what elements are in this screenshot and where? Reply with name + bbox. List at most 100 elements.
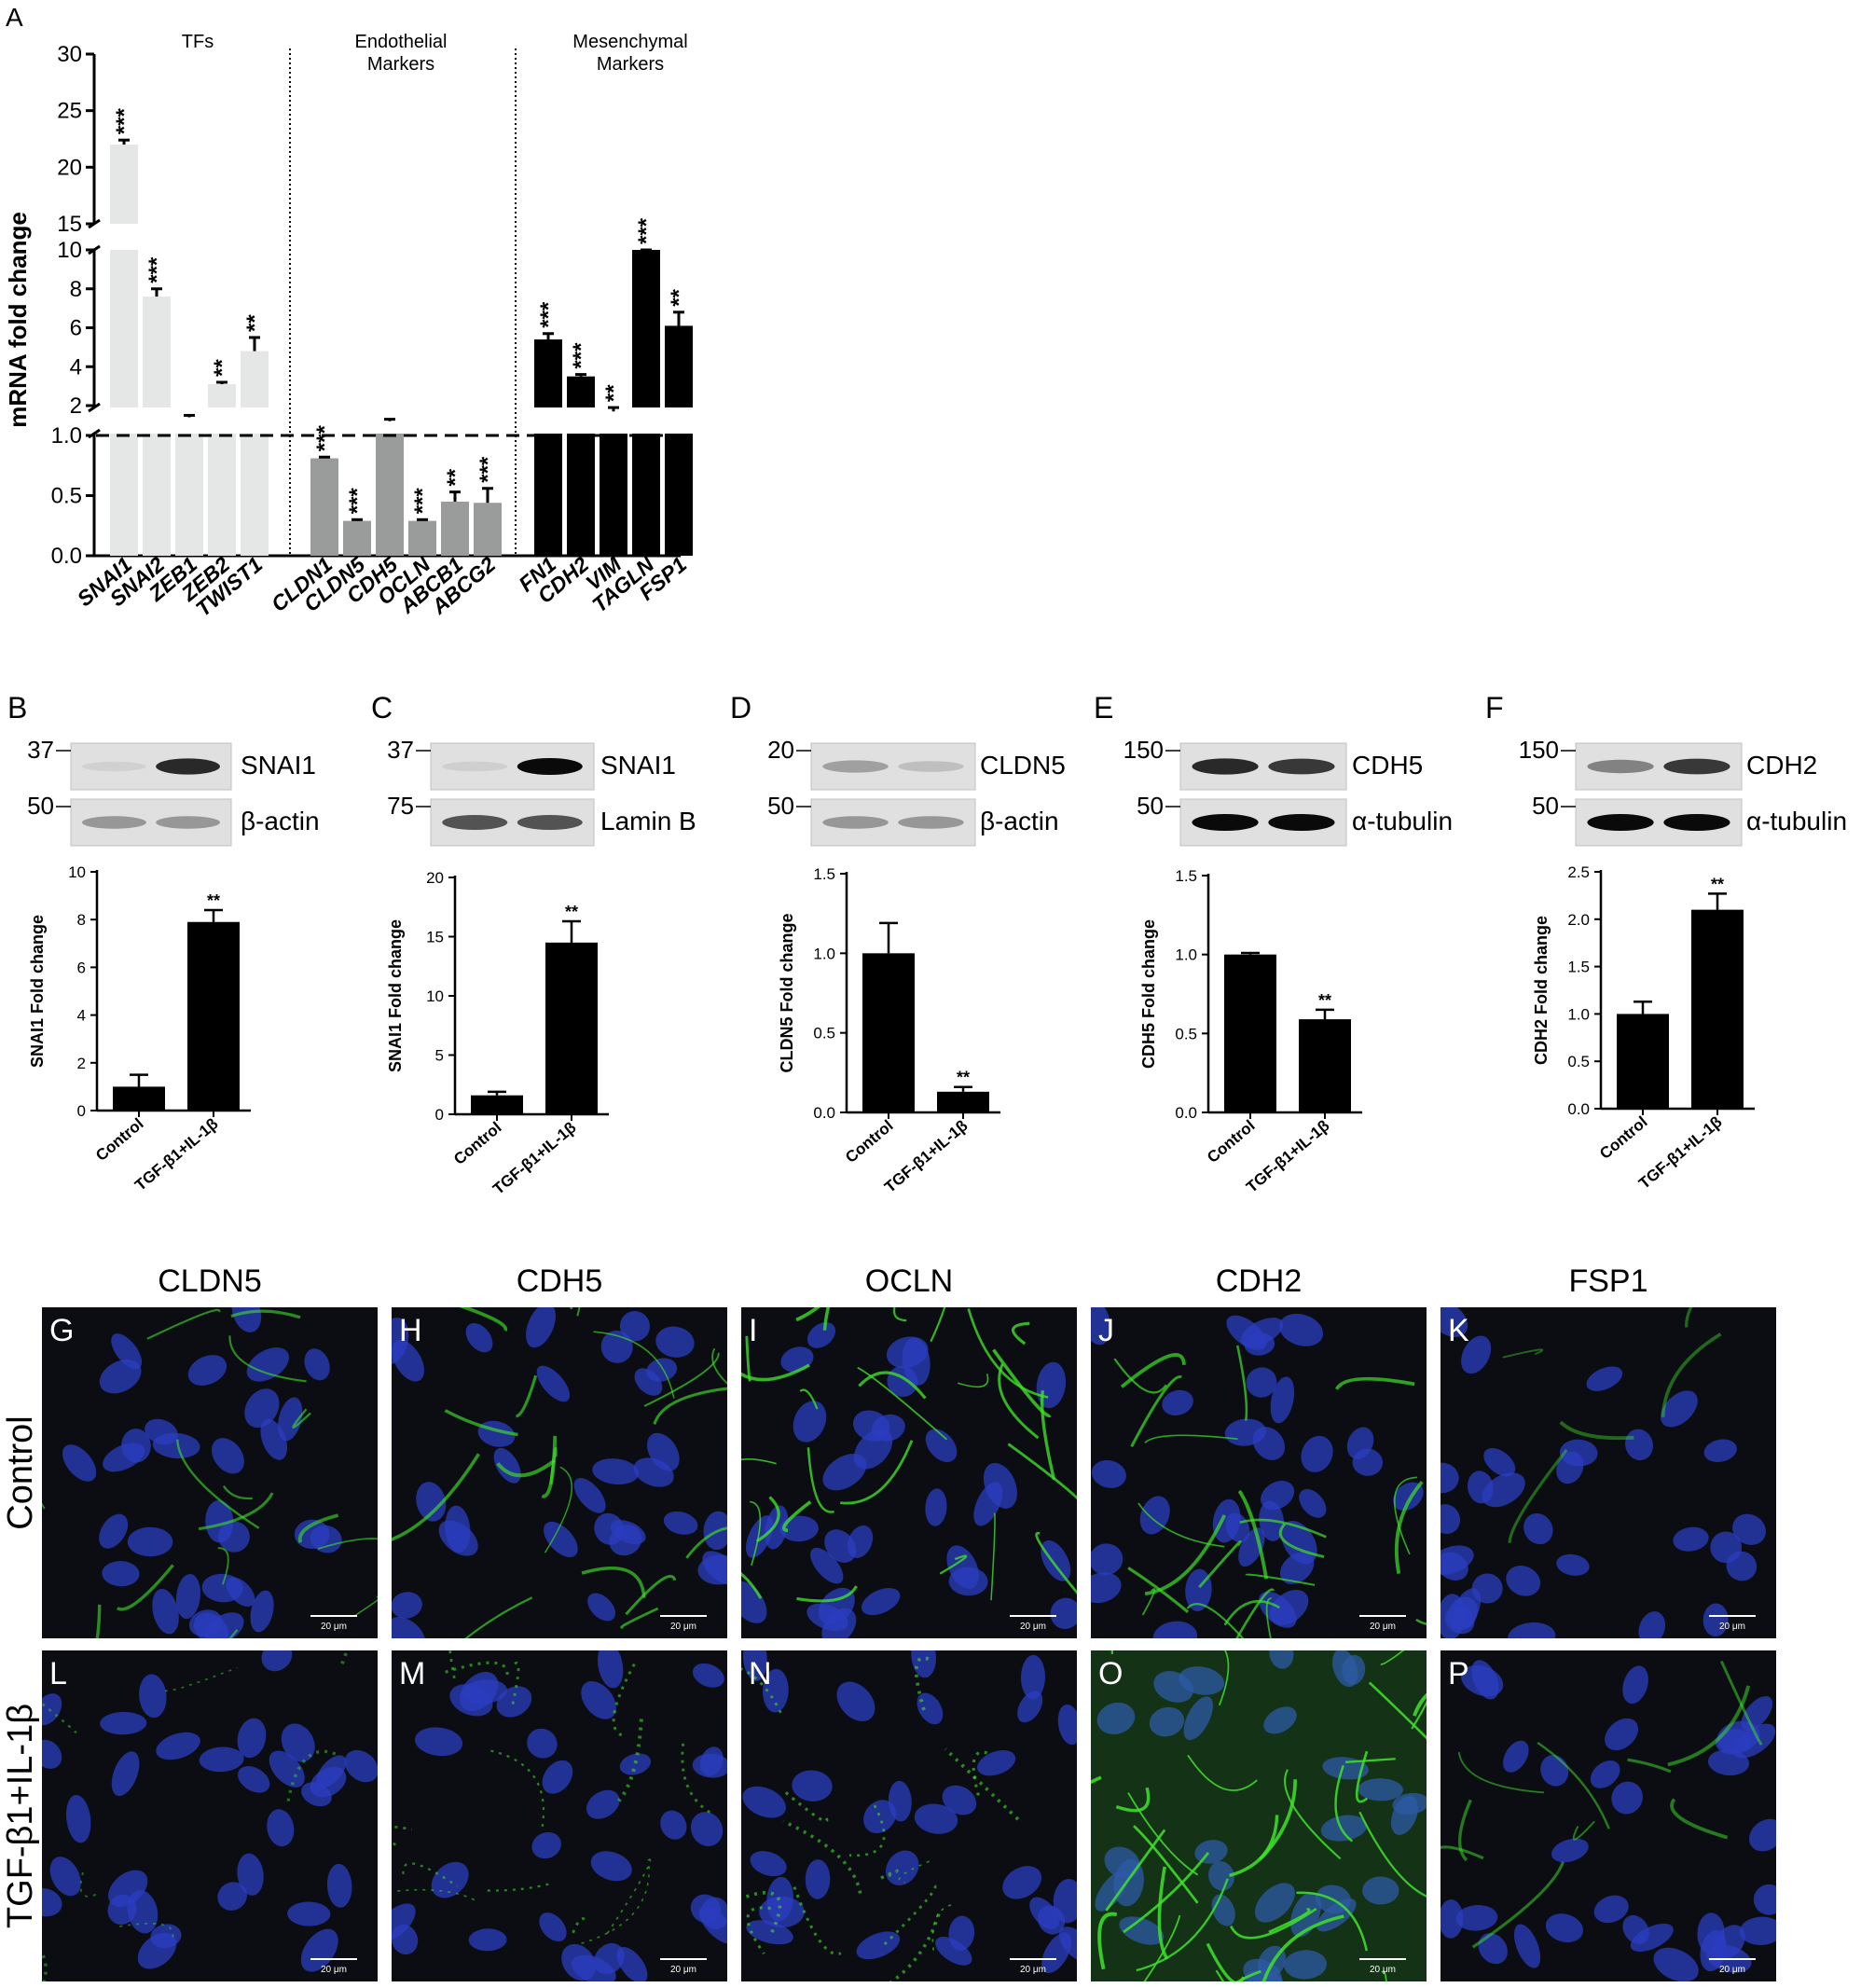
micrograph-o: O 20 μm — [1091, 1650, 1427, 1981]
nucleus — [281, 1723, 315, 1762]
significance-mark: ** — [207, 891, 220, 910]
ytick-label: 10 — [57, 238, 82, 263]
blot-label: β-actin — [980, 807, 1059, 835]
stain-fiber — [230, 1309, 301, 1319]
nucleus — [655, 1326, 695, 1358]
blot-label: α-tubulin — [1352, 807, 1453, 835]
nucleus — [806, 1322, 836, 1348]
bar-treatment — [1299, 1019, 1351, 1112]
scale-bar-label: 20 μm — [1020, 1965, 1046, 1975]
blot-band — [1663, 758, 1730, 775]
stain-fiber — [1230, 1907, 1317, 1940]
xtick-label: Control — [450, 1119, 505, 1168]
nucleus — [1050, 1597, 1077, 1629]
panel-letter: O — [1098, 1656, 1123, 1691]
nucleus — [619, 1311, 650, 1342]
scale-bar-label: 20 μm — [1020, 1622, 1046, 1632]
stain-fiber — [881, 1884, 937, 1948]
panel-letter: M — [399, 1656, 425, 1691]
nucleus — [99, 1513, 129, 1549]
bar-snai2 — [143, 434, 171, 556]
blot-band — [1192, 814, 1259, 831]
row-label-treatment: TGF-β1+IL-1β — [1, 1704, 40, 1928]
stain-fiber — [581, 1566, 646, 1598]
ytick-label: 0 — [435, 1106, 444, 1124]
bar-zeb1 — [175, 434, 203, 556]
nucleus — [175, 1573, 200, 1620]
blot-band — [156, 758, 220, 775]
stain-fiber — [1136, 1878, 1229, 1972]
stain-fiber — [1457, 1799, 1472, 1862]
nucleus — [287, 1901, 331, 1926]
stain-fiber — [643, 1352, 720, 1407]
scale-bar-label: 20 μm — [1719, 1622, 1745, 1632]
scale-bar-label: 20 μm — [670, 1622, 696, 1632]
group-title-endothelial-2: Markers — [367, 54, 434, 75]
ytick-label: 1.0 — [1567, 1005, 1590, 1023]
group-title-tfs: TFs — [182, 32, 214, 52]
significance-mark: *** — [476, 456, 501, 483]
nucleus — [1254, 1883, 1295, 1923]
nucleus — [65, 1794, 91, 1843]
stain-fiber — [1265, 1597, 1272, 1638]
nucleus — [1212, 1498, 1241, 1543]
stain-fiber — [1040, 1390, 1056, 1481]
panel-letter: N — [749, 1656, 772, 1691]
significance-mark: ** — [565, 903, 578, 921]
stain-fiber — [653, 1387, 727, 1425]
ytick-label: 20 — [426, 869, 444, 887]
nucleus — [619, 1753, 652, 1775]
stain-fiber — [848, 1804, 886, 1857]
nucleus — [946, 1545, 979, 1589]
nucleus — [1482, 1472, 1525, 1508]
micrograph-j: J 20 μm — [1091, 1307, 1427, 1638]
stain-fiber — [781, 1500, 812, 1533]
stain-fiber — [1508, 1448, 1568, 1543]
bar-control — [471, 1095, 523, 1114]
nucleus — [1467, 1470, 1494, 1504]
micrograph-background — [42, 1650, 378, 1981]
nucleus — [836, 1681, 875, 1721]
stain-fiber — [930, 1307, 946, 1343]
nucleus — [1053, 1878, 1077, 1924]
nucleus — [1041, 1539, 1071, 1581]
ytick-label: 0 — [77, 1102, 86, 1120]
blot-band — [1268, 814, 1335, 831]
nucleus — [1590, 1760, 1620, 1788]
stain-fiber — [755, 1496, 780, 1543]
mw-marker: 75 — [387, 792, 414, 820]
nucleus — [942, 1785, 977, 1815]
nucleus — [698, 1906, 727, 1944]
nucleus — [304, 1348, 330, 1381]
stain-fiber — [1344, 1758, 1396, 1763]
stain-fiber — [1235, 1345, 1248, 1421]
significance-mark: *** — [345, 488, 370, 515]
stain-fiber — [625, 1575, 677, 1616]
panel-a: A mRNA fold change TFs Endothelial Marke… — [4, 3, 693, 621]
nucleus — [561, 1943, 597, 1981]
nucleus — [1508, 1622, 1556, 1638]
stain-fiber — [822, 1307, 831, 1331]
nucleus — [326, 1863, 352, 1908]
nucleus — [468, 1928, 507, 1952]
bar-cdh5 — [376, 434, 404, 556]
panel-letter-a: A — [6, 3, 23, 32]
ytick-label: 0.5 — [813, 1025, 835, 1042]
nucleus — [542, 1760, 573, 1794]
nucleus — [742, 1786, 786, 1818]
nucleus — [1091, 1543, 1123, 1576]
stain-fiber — [617, 1719, 643, 1802]
nucleus — [1441, 1545, 1474, 1576]
bar-twist1 — [241, 351, 269, 407]
nucleus — [139, 1674, 167, 1719]
nucleus — [416, 1482, 447, 1522]
scale-bar-label: 20 μm — [321, 1622, 347, 1632]
micrograph-m: M 20 μm — [392, 1650, 727, 1981]
ytick-label: 10 — [68, 863, 86, 881]
bar-snai1 — [110, 145, 138, 224]
significance-mark: ** — [601, 384, 627, 402]
nucleus — [1441, 1594, 1466, 1638]
stain-fiber — [164, 1666, 238, 1692]
ytick-label: 0.5 — [1175, 1025, 1197, 1042]
stain-fiber — [1127, 1792, 1199, 1876]
